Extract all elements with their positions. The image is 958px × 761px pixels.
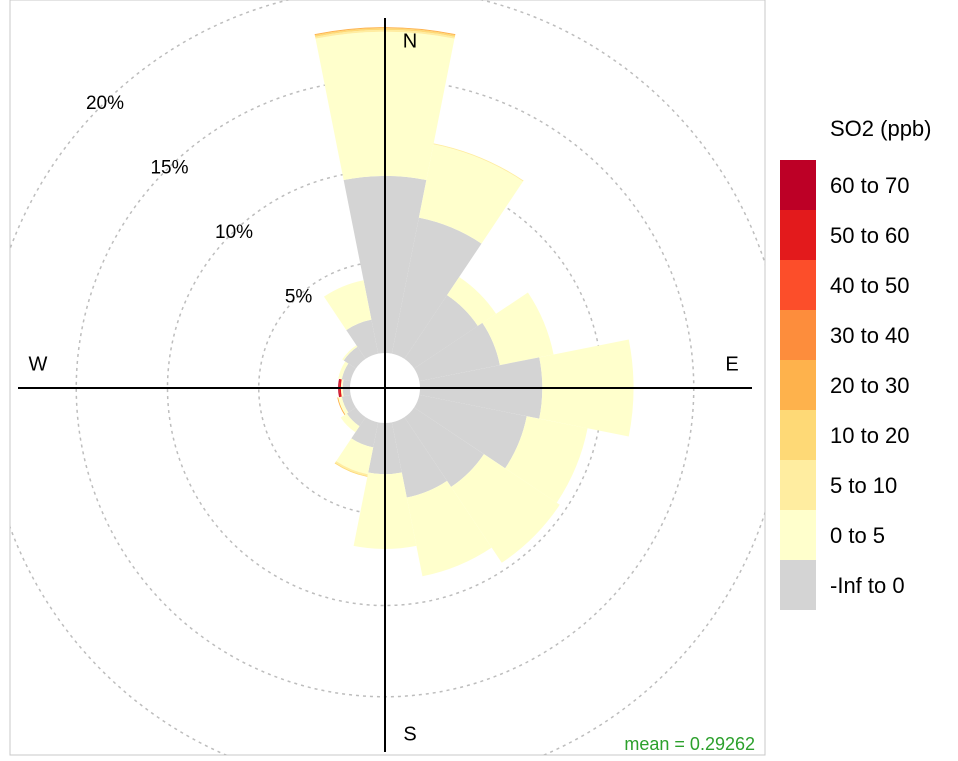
legend-label: 50 to 60 [830, 223, 910, 248]
legend-swatch [780, 210, 816, 260]
legend-label: 0 to 5 [830, 523, 885, 548]
wedge [414, 394, 527, 469]
wedge [414, 322, 500, 382]
legend-swatch [780, 510, 816, 560]
wedge [404, 295, 478, 369]
wedge [341, 363, 356, 382]
legend-label: 20 to 30 [830, 373, 910, 398]
wedge [342, 345, 358, 361]
wedge [406, 480, 492, 577]
plot-area [10, 0, 765, 755]
legend-swatch [780, 160, 816, 210]
wedge [323, 280, 372, 331]
legend-swatch [780, 410, 816, 460]
wedge [315, 29, 455, 39]
legend-swatch [780, 310, 816, 360]
plot-frame [9, 0, 766, 756]
wedge [351, 417, 379, 448]
r-tick-label: 15% [150, 158, 188, 179]
legend-swatch [780, 260, 816, 310]
r-tick-label: 5% [285, 287, 313, 308]
wedge [404, 407, 484, 487]
legend-label: 5 to 10 [830, 473, 897, 498]
legend-swatch [780, 460, 816, 510]
legend-label: -Inf to 0 [830, 573, 905, 598]
direction-label: E [725, 353, 738, 375]
legend-swatch [780, 360, 816, 410]
wedge [346, 319, 379, 359]
legend-swatch [780, 560, 816, 610]
wedge [451, 454, 560, 563]
wedge [337, 397, 346, 416]
wedge [314, 27, 456, 36]
wedge [447, 276, 497, 326]
wedge [418, 144, 524, 244]
annotation: mean = 0.29262 [624, 734, 755, 754]
wedge [343, 346, 366, 369]
legend-label: 60 to 70 [830, 173, 910, 198]
wedge [482, 292, 554, 366]
wedge [346, 407, 366, 427]
wedge [334, 462, 368, 477]
wedge [391, 217, 482, 359]
wedge [314, 28, 456, 37]
wedge [336, 438, 374, 475]
legend-label: 30 to 40 [830, 323, 910, 348]
legend-label: 40 to 50 [830, 273, 910, 298]
wedge [338, 396, 349, 415]
direction-label: N [403, 30, 417, 52]
wedge [335, 461, 368, 477]
wedge [505, 416, 588, 503]
wedge [341, 394, 356, 413]
wedge [338, 361, 349, 380]
legend-title: SO2 (ppb) [830, 116, 932, 141]
wedge [391, 417, 448, 498]
r-tick-label: 20% [86, 93, 124, 114]
legend-label: 10 to 20 [830, 423, 910, 448]
direction-label: W [29, 353, 48, 375]
direction-label: S [403, 723, 416, 745]
wedge [340, 413, 360, 433]
r-tick-label: 10% [215, 222, 253, 243]
